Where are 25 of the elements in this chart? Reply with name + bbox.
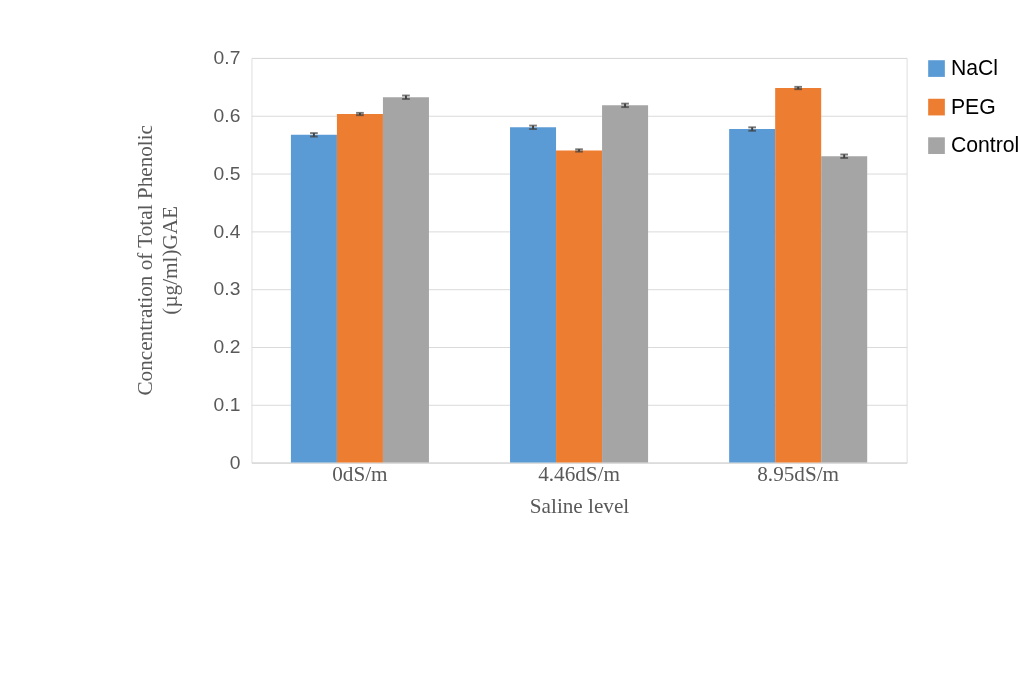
x-tick-label: 0dS/m bbox=[332, 462, 389, 487]
bar bbox=[602, 105, 649, 463]
bar bbox=[382, 97, 429, 463]
y-tick-label: 0.3 bbox=[213, 278, 241, 300]
x-tick-label: 8.95dS/m bbox=[757, 462, 840, 487]
bar bbox=[290, 134, 337, 463]
x-axis-title: Saline level bbox=[529, 494, 630, 519]
bar bbox=[510, 127, 557, 463]
y-tick-label: 0.1 bbox=[213, 394, 241, 416]
bar bbox=[775, 88, 822, 463]
y-tick-label: 0.2 bbox=[213, 336, 241, 358]
legend-label: NaCl bbox=[950, 56, 999, 80]
bar bbox=[556, 150, 603, 463]
y-axis-title: Concentration of Total Phenolic (µg/ml)GAE bbox=[133, 125, 183, 396]
bar bbox=[729, 129, 776, 463]
legend-label: Control bbox=[950, 133, 1020, 157]
y-tick-label: 0 bbox=[229, 451, 241, 473]
y-tick-label: 0.4 bbox=[213, 220, 241, 242]
y-tick-label: 0.7 bbox=[213, 47, 241, 69]
bar bbox=[821, 156, 868, 463]
y-tick-label: 0.6 bbox=[213, 105, 241, 127]
y-tick-label: 0.5 bbox=[213, 162, 241, 184]
x-tick-label: 4.46dS/m bbox=[538, 462, 621, 487]
bar bbox=[336, 114, 383, 463]
legend-label: PEG bbox=[950, 94, 996, 118]
